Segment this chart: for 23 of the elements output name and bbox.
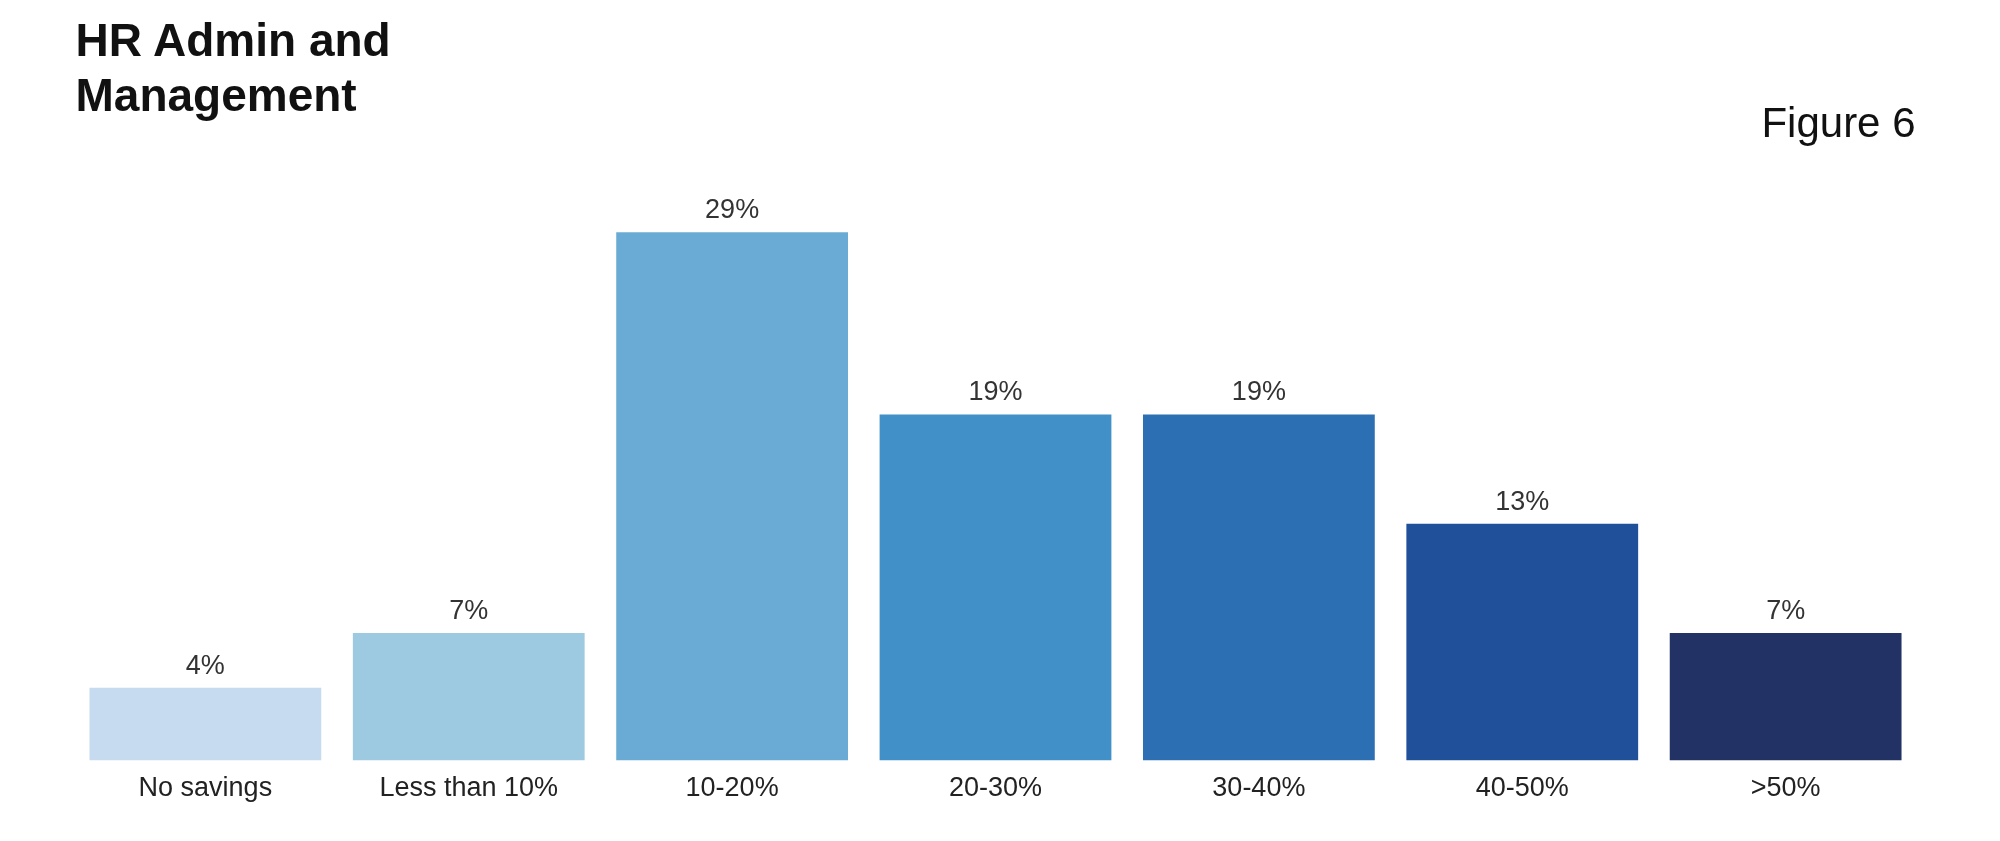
bar [1142, 414, 1375, 761]
bar [89, 687, 322, 761]
data-label: 4% [185, 649, 225, 680]
x-tick-label: >50% [1750, 771, 1821, 802]
data-label: 7% [449, 595, 489, 626]
bar [352, 633, 585, 761]
bar [1669, 633, 1902, 761]
data-label: 19% [968, 376, 1023, 407]
bar [1406, 523, 1639, 761]
data-label: 13% [1495, 485, 1550, 516]
x-tick-label: No savings [138, 771, 273, 802]
x-tick-label: 20-30% [948, 771, 1043, 802]
x-tick-label: 10-20% [685, 771, 779, 802]
caption: Figure 6 [1761, 98, 1916, 146]
chart-title: HR Admin and Management [75, 13, 391, 121]
data-label: 19% [1231, 376, 1286, 407]
x-tick-label: 40-50% [1475, 771, 1569, 802]
data-label: 7% [1766, 595, 1806, 626]
data-label: 29% [705, 194, 760, 225]
bar [879, 414, 1112, 761]
x-tick-label: 30-40% [1212, 771, 1306, 802]
x-tick-label: Less than 10% [379, 771, 559, 802]
bar [616, 232, 849, 761]
